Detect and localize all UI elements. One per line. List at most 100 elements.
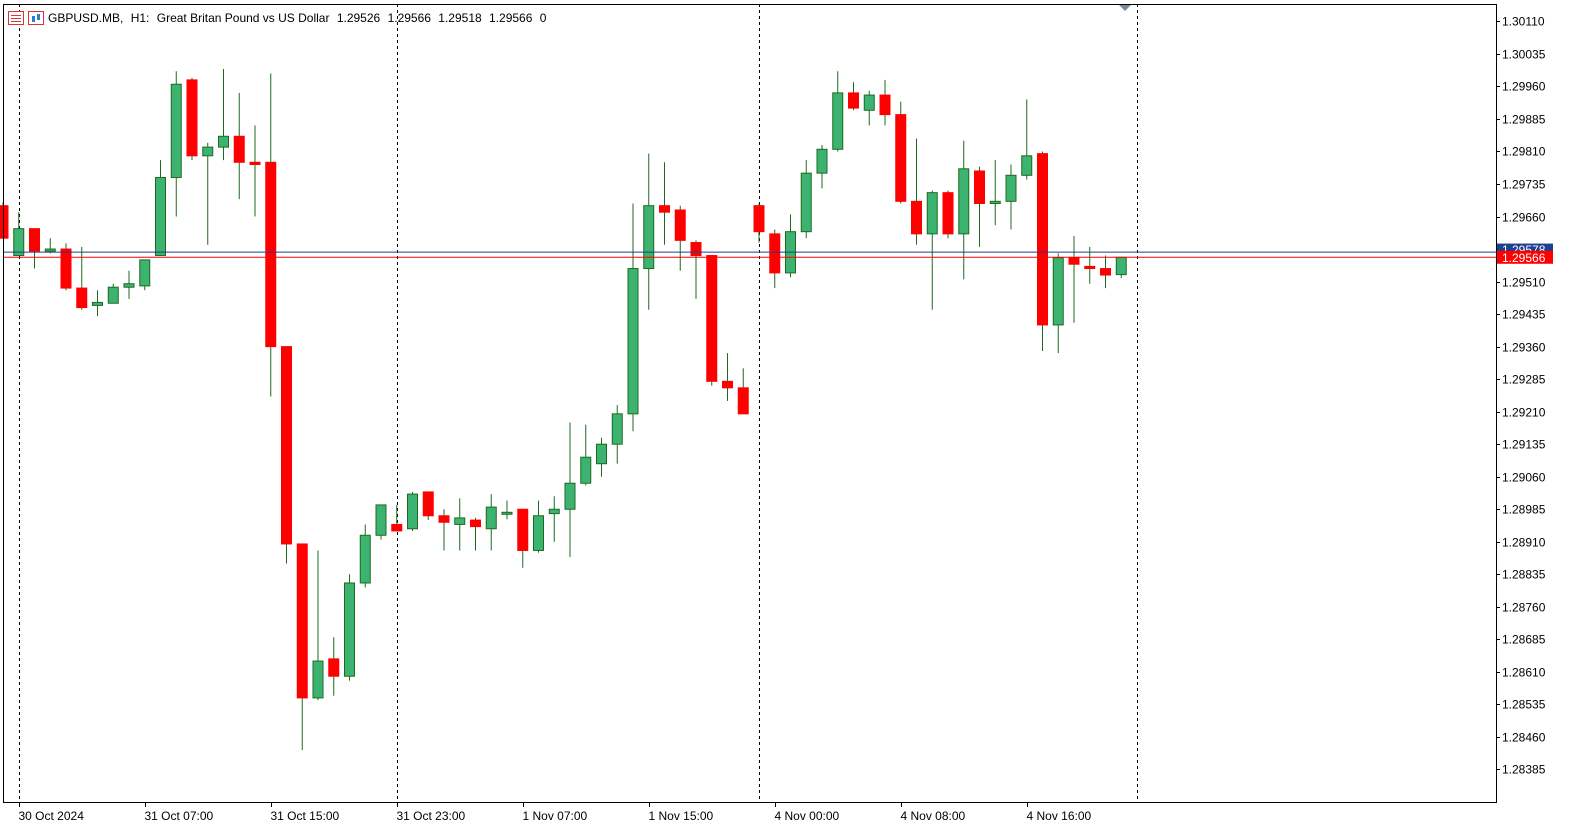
candle[interactable] [974,166,985,247]
day-separators [19,4,1138,802]
candle[interactable] [155,160,166,257]
candle[interactable] [816,144,828,189]
candle[interactable] [1005,164,1017,230]
candle[interactable] [1100,255,1111,289]
bear-candle-body [470,519,481,528]
price-tick-label: 1.30110 [1502,15,1545,29]
candle[interactable] [60,243,72,291]
candle[interactable] [863,90,875,126]
candle[interactable] [832,71,844,152]
candle[interactable] [627,203,639,432]
candle[interactable] [800,160,812,239]
candle[interactable] [375,504,387,540]
candle[interactable] [1084,246,1096,284]
candle[interactable] [233,92,245,200]
candle[interactable] [470,517,481,551]
candle[interactable] [501,500,513,520]
candle[interactable] [422,491,434,521]
candle[interactable] [737,368,749,415]
candle[interactable] [1115,256,1127,279]
candle[interactable] [186,77,198,161]
candle[interactable] [1037,151,1048,351]
bull-candle-body [816,148,828,174]
candle[interactable] [107,283,119,304]
bull-candle-body [218,135,229,148]
time-axis[interactable]: 30 Oct 2024 31 Oct 07:00 31 Oct 15:00 31 Oc… [19,802,1092,823]
candle[interactable] [674,205,686,271]
candle[interactable] [942,190,954,239]
candle[interactable] [344,574,355,681]
candle[interactable] [706,255,718,386]
bear-candle-body [438,515,450,523]
price-tick-label: 1.28535 [1502,698,1546,712]
bear-candle-body [517,508,529,551]
bid-price-tag: 1.29566 [1497,250,1553,265]
bear-candle-body [76,287,88,309]
candle[interactable] [328,637,340,696]
candle[interactable] [218,69,229,161]
candle[interactable] [296,543,308,750]
candle[interactable] [848,82,859,111]
candle[interactable] [659,162,670,245]
candle[interactable] [123,270,135,299]
bear-candle-body [659,205,670,213]
candle[interactable] [643,153,655,310]
candle[interactable] [312,550,324,701]
time-tick-label: 1 Nov 07:00 [523,809,588,823]
open-value: 1.29526 [336,11,381,25]
candle[interactable] [29,228,40,269]
candle[interactable] [485,494,497,551]
candle[interactable] [690,240,702,299]
candle[interactable] [564,422,576,557]
candle[interactable] [391,504,403,532]
chart-icon[interactable] [28,11,44,25]
candle[interactable] [722,353,733,401]
candle[interactable] [44,238,56,254]
candle[interactable] [139,259,151,291]
price-tick-label: 1.29360 [1502,341,1546,355]
candle[interactable] [202,142,214,245]
price-lines [3,251,1496,258]
price-tick-label: 1.28610 [1502,666,1546,680]
candle[interactable] [265,73,277,397]
bull-candle-body [989,200,1001,205]
candle[interactable] [895,101,907,204]
chart-shift-marker[interactable] [1119,5,1131,11]
price-tick-label: 1.29285 [1502,373,1546,387]
candle[interactable] [753,203,765,243]
candle[interactable] [958,140,970,280]
candle[interactable] [170,71,182,217]
candle[interactable] [438,509,450,551]
time-tick-label: 1 Nov 15:00 [649,809,714,823]
candle[interactable] [926,190,938,310]
bull-candle-body [501,511,513,515]
candle[interactable] [989,160,1001,226]
candle[interactable] [454,498,466,551]
price-tick-label: 1.28460 [1502,731,1546,745]
bull-candle-body [643,205,655,270]
candle[interactable] [1021,99,1033,180]
candle[interactable] [517,508,529,568]
price-axis[interactable]: 1.30110 1.30035 1.29960 1.29885 1.29810 1.297… [1496,15,1553,777]
price-tick-label: 1.28760 [1502,601,1546,615]
candle[interactable] [911,138,922,245]
candle[interactable] [13,212,25,257]
candle[interactable] [92,290,103,317]
candle[interactable] [611,405,623,464]
bear-candle-body [296,543,308,699]
candle[interactable] [533,500,544,553]
candle[interactable] [580,424,592,486]
bear-candle-body [737,387,749,415]
bear-candle-body [974,170,985,204]
list-icon[interactable] [8,11,24,25]
candle[interactable] [281,346,292,564]
candle[interactable] [769,229,781,289]
candle[interactable] [548,496,560,542]
candle[interactable] [596,437,607,477]
candle[interactable] [249,125,261,217]
candle[interactable] [359,524,371,588]
candle[interactable] [879,79,891,126]
price-tick-label: 1.29660 [1502,211,1546,225]
candle[interactable] [407,491,418,531]
